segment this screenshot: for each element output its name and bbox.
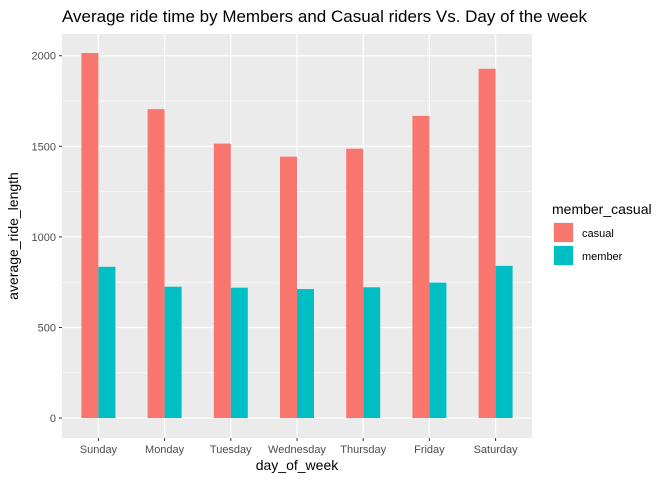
x-axis-title: day_of_week bbox=[256, 457, 340, 473]
bar-casual bbox=[478, 68, 496, 419]
y-tick-label: 500 bbox=[38, 322, 56, 334]
bar-member bbox=[363, 287, 381, 419]
bar-member bbox=[98, 266, 116, 419]
chart-title: Average ride time by Members and Casual … bbox=[62, 7, 588, 26]
x-tick-label: Tuesday bbox=[210, 444, 252, 456]
bar-member bbox=[429, 282, 447, 419]
bar-casual bbox=[81, 53, 99, 419]
legend-swatch-member bbox=[554, 246, 573, 265]
bar-casual bbox=[346, 148, 364, 419]
bar-casual bbox=[213, 143, 231, 419]
bars bbox=[81, 53, 513, 419]
x-axis-ticks: Sunday Monday Tuesday Wednesday Thursday Frid… bbox=[80, 438, 518, 456]
x-tick-label: Monday bbox=[145, 444, 185, 456]
bar-member bbox=[495, 265, 513, 419]
bar-member bbox=[164, 286, 182, 419]
y-tick-label: 0 bbox=[50, 413, 56, 425]
x-tick-label: Friday bbox=[414, 444, 445, 456]
y-tick-label: 1500 bbox=[32, 141, 56, 153]
legend-title: member_casual bbox=[552, 201, 652, 217]
bar-casual bbox=[412, 115, 430, 419]
legend-swatch-casual bbox=[554, 223, 573, 242]
x-tick-label: Thursday bbox=[340, 444, 386, 456]
x-tick-label: Wednesday bbox=[268, 444, 326, 456]
bar-casual bbox=[280, 156, 297, 419]
legend-label-casual: casual bbox=[582, 228, 614, 240]
bar-member bbox=[230, 287, 248, 419]
y-axis-ticks: 0 500 1000 1500 2000 bbox=[32, 51, 62, 425]
x-tick-label: Saturday bbox=[474, 444, 519, 456]
y-tick-label: 2000 bbox=[32, 51, 56, 63]
x-tick-label: Sunday bbox=[80, 444, 118, 456]
legend-label-member: member bbox=[582, 251, 623, 263]
y-tick-label: 1000 bbox=[32, 232, 56, 244]
legend: member_casual casual member bbox=[552, 201, 652, 266]
y-axis-title: average_ride_length bbox=[5, 172, 21, 300]
bar-member bbox=[297, 289, 314, 419]
bar-casual bbox=[147, 109, 165, 419]
